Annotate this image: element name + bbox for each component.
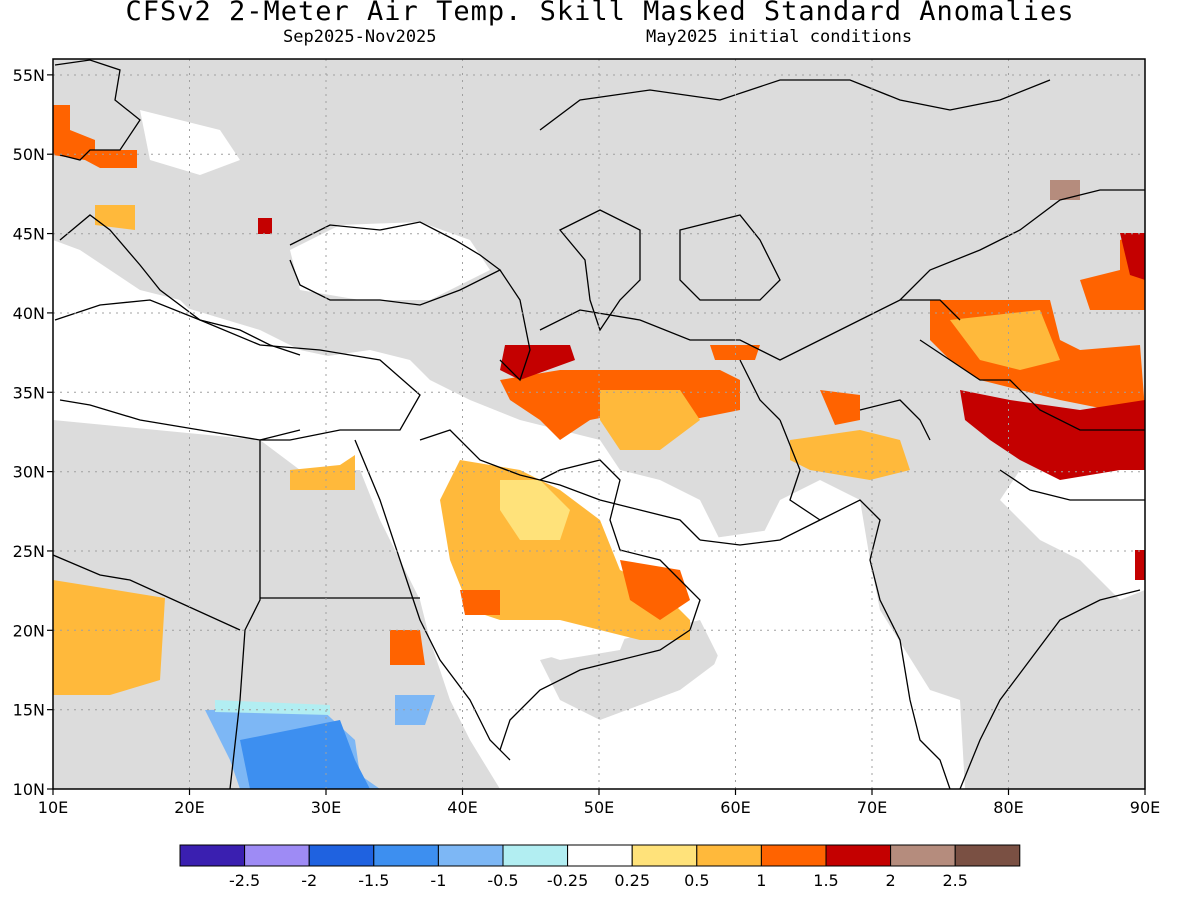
- cool-anomalies: [205, 695, 435, 789]
- y-tick-label: 30N: [13, 463, 45, 482]
- colorbar-label: -0.5: [487, 871, 518, 890]
- coastlines-and-borders: [53, 59, 1145, 789]
- initial-conditions: May2025 initial conditions: [646, 27, 913, 47]
- colorbar-label: 2.5: [942, 871, 967, 890]
- colorbar-swatch: [308, 844, 375, 867]
- colorbar-swatch: [567, 844, 633, 867]
- y-tick-label: 15N: [13, 701, 45, 720]
- colorbar-label: 1: [756, 871, 766, 890]
- colorbar-label: -0.25: [547, 871, 588, 890]
- x-tick-label: 20E: [174, 798, 204, 817]
- colorbar-swatch: [502, 844, 569, 867]
- colorbar-label: 1.5: [813, 871, 838, 890]
- colorbar-label: 0.25: [614, 871, 650, 890]
- y-tick-label: 20N: [13, 621, 45, 640]
- graticule: [53, 59, 1145, 789]
- colorbar-label: 2: [886, 871, 896, 890]
- x-tick-label: 90E: [1130, 798, 1160, 817]
- y-tick-label: 55N: [13, 66, 45, 85]
- colorbar-swatch: [373, 844, 439, 867]
- x-tick-label: 40E: [447, 798, 477, 817]
- x-tick-label: 70E: [857, 798, 887, 817]
- colorbar-label: -2.5: [229, 871, 260, 890]
- y-tick-label: 50N: [13, 145, 45, 164]
- warm-anomalies: [53, 105, 1145, 695]
- colorbar-swatch: [631, 844, 698, 867]
- y-tick-label: 35N: [13, 383, 45, 402]
- colorbar-swatch: [179, 844, 246, 867]
- forecast-period: Sep2025-Nov2025: [283, 27, 437, 47]
- y-tick-label: 40N: [13, 304, 45, 323]
- x-tick-label: 50E: [584, 798, 614, 817]
- colorbar-swatch: [760, 844, 827, 867]
- x-tick-label: 60E: [720, 798, 750, 817]
- colorbar-swatch: [437, 844, 504, 867]
- colorbar-swatch: [696, 844, 762, 867]
- map-title: CFSv2 2-Meter Air Temp. Skill Masked Sta…: [125, 0, 1075, 27]
- colorbar-label: -2: [301, 871, 317, 890]
- colorbar-swatch: [890, 844, 956, 867]
- map-panel: [52, 58, 1146, 790]
- colorbar-swatch: [825, 844, 892, 867]
- y-tick-label: 25N: [13, 542, 45, 561]
- x-tick-label: 30E: [311, 798, 341, 817]
- colorbar-swatch: [244, 844, 310, 867]
- colorbar: -2.5 -2 -1.5 -1 -0.5 -0.25 0.25 0.5 1 1.5 2 2.5: [179, 844, 1021, 890]
- colorbar-label: 0.5: [684, 871, 709, 890]
- axis-ticks: 10E 20E 30E 40E 50E 60E 70E 80E 90E 10N 15N 20N 25N 3…: [13, 66, 1161, 817]
- y-tick-label: 10N: [13, 780, 45, 799]
- colorbar-swatch: [954, 844, 1021, 867]
- colorbar-label: -1.5: [358, 871, 389, 890]
- x-tick-label: 80E: [993, 798, 1023, 817]
- x-tick-label: 10E: [38, 798, 68, 817]
- colorbar-label: -1: [430, 871, 446, 890]
- y-tick-label: 45N: [13, 225, 45, 244]
